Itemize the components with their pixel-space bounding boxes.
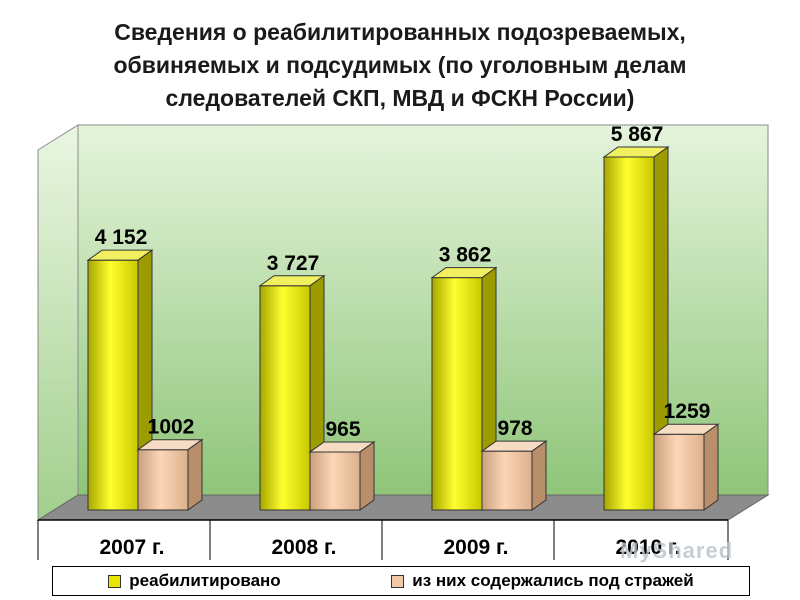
- legend-item: реабилитировано: [108, 571, 281, 591]
- bar-front: [603, 156, 655, 511]
- bar-front: [259, 285, 311, 511]
- bar-front: [309, 451, 361, 511]
- title-line: Сведения о реабилитированных подозреваем…: [114, 19, 686, 45]
- legend-swatch: [391, 574, 405, 588]
- x-tick-label: 2008 г.: [271, 536, 336, 559]
- bar-detained: [308, 440, 376, 511]
- x-tick-label: 2010 г.: [615, 536, 680, 559]
- data-label: 4 152: [95, 226, 148, 249]
- x-tick-label: 2007 г.: [99, 536, 164, 559]
- bar-front: [481, 450, 533, 511]
- bar-front: [137, 449, 189, 511]
- legend-swatch: [108, 574, 122, 588]
- data-labels: 4 152 1002 3 727 965 3 862 978 5 867 1259: [95, 123, 711, 441]
- bar-detained: [652, 423, 720, 511]
- data-label: 1002: [148, 416, 195, 439]
- chart-title: Сведения о реабилитированных подозреваем…: [40, 16, 760, 115]
- legend: реабилитировано из них содержались под с…: [52, 566, 750, 596]
- bar-front: [653, 433, 705, 511]
- plot-area: [36, 124, 770, 521]
- bar-side: [359, 440, 375, 511]
- legend-label: из них содержались под стражей: [412, 571, 694, 590]
- bar-detained: [136, 438, 204, 511]
- bars: [86, 146, 720, 511]
- legend-label: реабилитировано: [129, 571, 281, 590]
- data-label: 3 727: [267, 252, 320, 275]
- title-line: обвиняемых и подсудимых (по уголовным де…: [113, 52, 687, 78]
- bar-front: [87, 259, 139, 511]
- data-label: 1259: [664, 400, 711, 423]
- bar-rehabilitated: [602, 146, 670, 511]
- bar-detained: [480, 440, 548, 511]
- bar-side: [187, 438, 203, 511]
- bar-front: [431, 277, 483, 511]
- legend-item: из них содержались под стражей: [391, 571, 694, 591]
- x-tick-label: 2009 г.: [443, 536, 508, 559]
- bar-side: [703, 423, 719, 511]
- watermark: MyShared: [620, 538, 734, 563]
- title-line: следователей СКП, МВД и ФСКН России): [165, 85, 635, 111]
- data-label: 978: [497, 417, 532, 440]
- bar-side: [531, 440, 547, 511]
- x-tick-labels: 2007 г. 2008 г. 2009 г. 2010 г.: [37, 520, 729, 560]
- data-label: 5 867: [611, 123, 664, 146]
- data-label: 3 862: [439, 244, 492, 267]
- data-label: 965: [325, 418, 360, 441]
